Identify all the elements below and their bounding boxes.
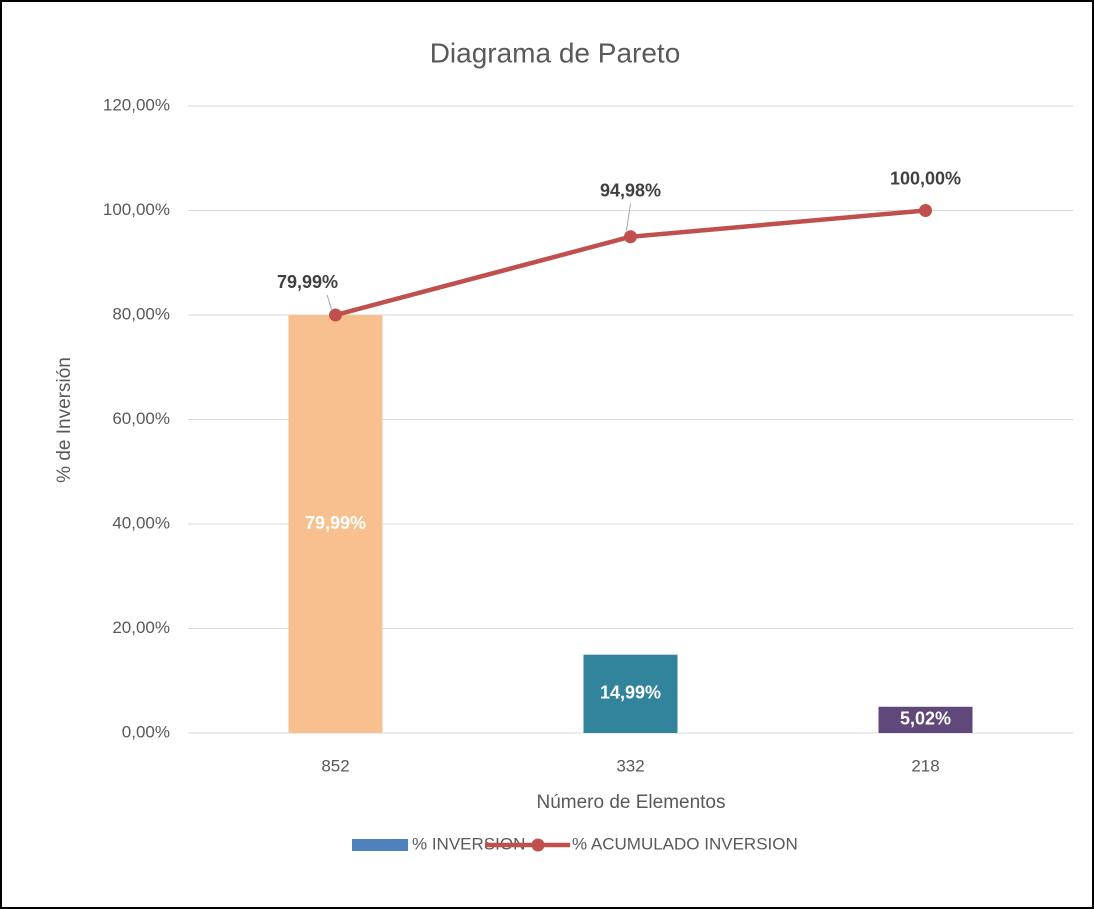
line-value-label: 94,98% xyxy=(600,180,661,200)
bar xyxy=(288,315,383,733)
bar-value-label: 14,99% xyxy=(600,683,661,703)
bar-value-label: 5,02% xyxy=(900,709,951,729)
y-tick-label: 0,00% xyxy=(122,722,170,741)
bar-value-label: 79,99% xyxy=(305,513,366,533)
y-tick-label: 120,00% xyxy=(103,95,170,114)
leader-line xyxy=(626,203,631,231)
y-axis-title: % de Inversión xyxy=(54,357,75,483)
line-value-label: 79,99% xyxy=(277,272,338,292)
chart-title: Diagrama de Pareto xyxy=(430,37,681,68)
y-tick-label: 80,00% xyxy=(112,304,170,323)
line-point xyxy=(329,308,342,322)
x-tick-label: 332 xyxy=(616,756,644,775)
legend-label: % INVERSION xyxy=(412,834,525,853)
bar xyxy=(583,654,678,733)
x-axis-title: Número de Elementos xyxy=(536,792,725,813)
line-value-label: 100,00% xyxy=(890,168,961,188)
legend-label: % ACUMULADO INVERSION xyxy=(572,834,798,853)
x-tick-label: 852 xyxy=(321,756,349,775)
line-point xyxy=(919,204,932,217)
bar xyxy=(878,706,973,733)
y-tick-label: 20,00% xyxy=(112,618,170,637)
legend-swatch-marker xyxy=(531,838,545,852)
y-tick-label: 40,00% xyxy=(112,513,170,532)
leader-line xyxy=(326,294,332,310)
line-point xyxy=(624,230,637,244)
y-tick-label: 100,00% xyxy=(103,200,170,219)
y-tick-label: 60,00% xyxy=(112,409,170,428)
legend-swatch xyxy=(352,839,408,851)
x-tick-label: 218 xyxy=(911,756,939,775)
